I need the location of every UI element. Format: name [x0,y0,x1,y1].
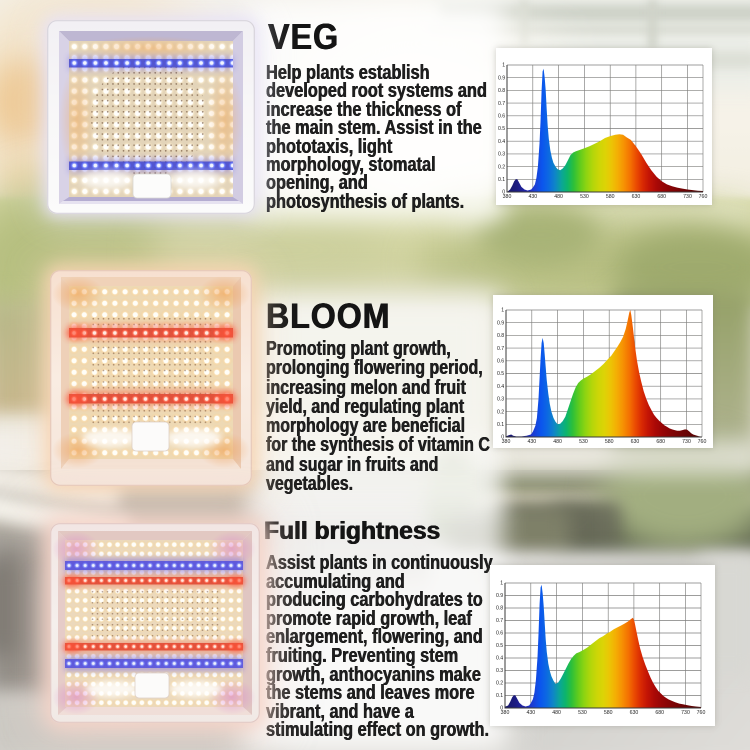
svg-text:760: 760 [699,194,708,200]
svg-text:480: 480 [554,194,563,200]
svg-text:0.1: 0.1 [497,422,504,428]
svg-text:0: 0 [501,435,504,441]
svg-text:630: 630 [630,710,639,716]
svg-text:530: 530 [579,439,588,445]
svg-text:0.4: 0.4 [498,139,505,145]
svg-text:0.2: 0.2 [496,681,503,687]
svg-text:0.6: 0.6 [497,359,504,365]
svg-text:480: 480 [553,439,562,445]
svg-text:0: 0 [502,190,505,196]
svg-text:430: 430 [526,710,535,716]
svg-text:480: 480 [552,710,561,716]
svg-text:0.9: 0.9 [497,320,504,326]
svg-text:760: 760 [697,710,706,716]
svg-text:380: 380 [501,710,510,716]
svg-text:730: 730 [683,194,692,200]
svg-text:0: 0 [500,706,503,712]
svg-text:530: 530 [580,194,589,200]
svg-text:630: 630 [631,439,640,445]
svg-text:430: 430 [528,194,537,200]
svg-text:380: 380 [502,439,511,445]
svg-text:1: 1 [502,63,505,69]
svg-text:580: 580 [606,194,615,200]
svg-text:0.3: 0.3 [498,152,505,158]
svg-text:380: 380 [503,194,512,200]
svg-text:1: 1 [500,581,503,587]
svg-text:580: 580 [604,710,613,716]
svg-text:0.1: 0.1 [496,693,503,699]
svg-text:0.8: 0.8 [498,88,505,94]
svg-text:0.2: 0.2 [497,409,504,415]
svg-text:0.2: 0.2 [498,164,505,170]
svg-text:0.9: 0.9 [496,593,503,599]
svg-text:0.7: 0.7 [498,101,505,107]
svg-text:0.8: 0.8 [496,606,503,612]
svg-text:580: 580 [605,439,614,445]
svg-text:630: 630 [632,194,641,200]
svg-text:760: 760 [698,439,707,445]
svg-text:680: 680 [656,439,665,445]
svg-text:730: 730 [682,439,691,445]
svg-text:1: 1 [501,308,504,314]
svg-text:0.5: 0.5 [498,126,505,132]
svg-text:0.9: 0.9 [498,75,505,81]
svg-text:0.4: 0.4 [496,656,503,662]
svg-text:530: 530 [578,710,587,716]
svg-text:0.3: 0.3 [497,397,504,403]
svg-text:0.6: 0.6 [498,114,505,120]
svg-text:0.3: 0.3 [496,668,503,674]
svg-text:730: 730 [681,710,690,716]
svg-text:0.1: 0.1 [498,177,505,183]
svg-text:0.6: 0.6 [496,631,503,637]
svg-text:0.7: 0.7 [496,618,503,624]
svg-text:0.7: 0.7 [497,346,504,352]
svg-text:0.4: 0.4 [497,384,504,390]
svg-text:680: 680 [655,710,664,716]
svg-text:680: 680 [657,194,666,200]
svg-text:430: 430 [527,439,536,445]
svg-text:0.8: 0.8 [497,333,504,339]
svg-text:0.5: 0.5 [497,371,504,377]
svg-text:0.5: 0.5 [496,643,503,649]
